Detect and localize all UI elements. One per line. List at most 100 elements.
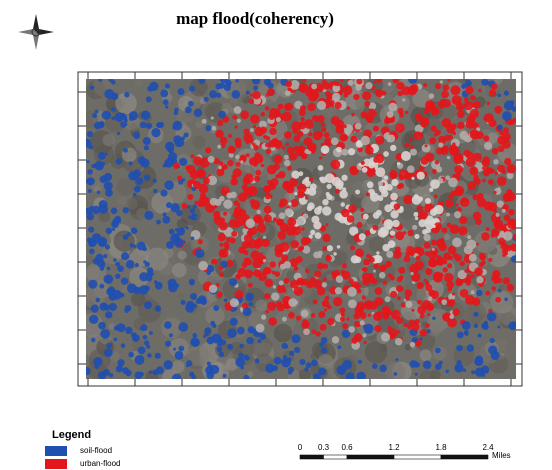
flood-patch	[314, 270, 321, 277]
flood-patch	[286, 82, 290, 86]
flood-patch	[409, 138, 413, 142]
flood-patch	[449, 144, 458, 153]
flood-patch	[313, 300, 318, 305]
flood-patch	[358, 360, 362, 364]
flood-patch	[420, 329, 427, 336]
flood-patch	[219, 243, 223, 247]
flood-patch	[310, 230, 315, 235]
flood-patch	[275, 249, 283, 257]
flood-patch	[375, 167, 385, 177]
flood-patch	[362, 333, 366, 337]
flood-patch	[417, 205, 423, 211]
flood-patch	[144, 301, 152, 309]
flood-patch	[473, 168, 476, 171]
scale-label: 0.3	[318, 443, 330, 452]
flood-patch	[191, 154, 195, 158]
flood-patch	[439, 243, 447, 251]
flood-patch	[257, 238, 261, 242]
flood-patch	[464, 101, 473, 110]
flood-patch	[121, 252, 129, 260]
flood-patch	[318, 165, 324, 171]
flood-patch	[156, 366, 164, 374]
flood-patch	[336, 147, 342, 153]
flood-patch	[337, 245, 341, 249]
flood-patch	[296, 218, 304, 226]
flood-patch	[301, 153, 307, 159]
flood-patch	[231, 231, 237, 237]
flood-patch	[289, 178, 298, 187]
flood-patch	[373, 263, 379, 269]
flood-patch	[274, 357, 282, 365]
map-title: map flood(coherency)	[176, 9, 334, 28]
flood-patch	[260, 252, 263, 255]
flood-patch	[397, 276, 403, 282]
flood-patch	[469, 254, 477, 262]
flood-patch	[117, 132, 120, 135]
flood-patch	[272, 184, 276, 188]
flood-patch	[135, 287, 139, 291]
flood-patch	[432, 169, 437, 174]
flood-patch	[244, 250, 249, 255]
terrain	[134, 79, 142, 87]
flood-patch	[333, 297, 342, 306]
flood-patch	[379, 272, 386, 279]
flood-patch	[318, 251, 323, 256]
flood-patch	[166, 241, 174, 249]
flood-patch	[245, 258, 252, 265]
flood-patch	[308, 188, 316, 196]
flood-patch	[478, 334, 482, 338]
flood-patch	[243, 177, 251, 185]
flood-patch	[476, 276, 483, 283]
flood-patch	[234, 137, 241, 144]
flood-patch	[266, 310, 269, 313]
terrain	[420, 349, 432, 361]
flood-patch	[276, 155, 280, 159]
flood-patch	[453, 154, 463, 164]
flood-patch	[404, 256, 411, 263]
flood-patch	[269, 108, 278, 117]
flood-patch	[369, 301, 378, 310]
flood-patch	[276, 117, 281, 122]
flood-patch	[304, 137, 313, 146]
flood-patch	[284, 261, 291, 268]
flood-patch	[395, 358, 398, 361]
flood-patch	[314, 280, 323, 289]
flood-patch	[348, 204, 356, 212]
flood-patch	[254, 154, 264, 164]
flood-patch	[492, 229, 496, 233]
flood-patch	[168, 279, 177, 288]
flood-patch	[149, 331, 153, 335]
flood-patch	[390, 210, 398, 218]
flood-patch	[474, 312, 479, 317]
flood-patch	[428, 251, 437, 260]
flood-patch	[463, 368, 466, 371]
flood-patch	[267, 88, 275, 96]
flood-patch	[133, 169, 141, 177]
flood-patch	[450, 85, 460, 95]
flood-patch	[401, 151, 411, 161]
flood-patch	[452, 292, 455, 295]
flood-patch	[348, 326, 355, 333]
flood-patch	[151, 128, 160, 137]
flood-patch	[423, 110, 428, 115]
flood-patch	[146, 96, 152, 102]
flood-patch	[508, 119, 514, 125]
flood-patch	[455, 278, 463, 286]
flood-patch	[332, 336, 339, 343]
flood-patch	[249, 302, 253, 306]
flood-patch	[208, 156, 215, 163]
flood-patch	[303, 213, 309, 219]
flood-patch	[476, 290, 482, 296]
flood-patch	[87, 213, 95, 221]
flood-patch	[439, 238, 444, 243]
flood-patch	[165, 341, 171, 347]
flood-patch	[215, 83, 221, 89]
flood-patch	[303, 321, 309, 327]
flood-patch	[230, 318, 238, 326]
flood-patch	[190, 293, 197, 300]
flood-patch	[426, 329, 430, 333]
flood-patch	[322, 199, 328, 205]
flood-patch	[202, 119, 207, 124]
flood-patch	[115, 274, 120, 279]
page: map flood(coherency) Legend soil-floodur…	[0, 0, 552, 470]
